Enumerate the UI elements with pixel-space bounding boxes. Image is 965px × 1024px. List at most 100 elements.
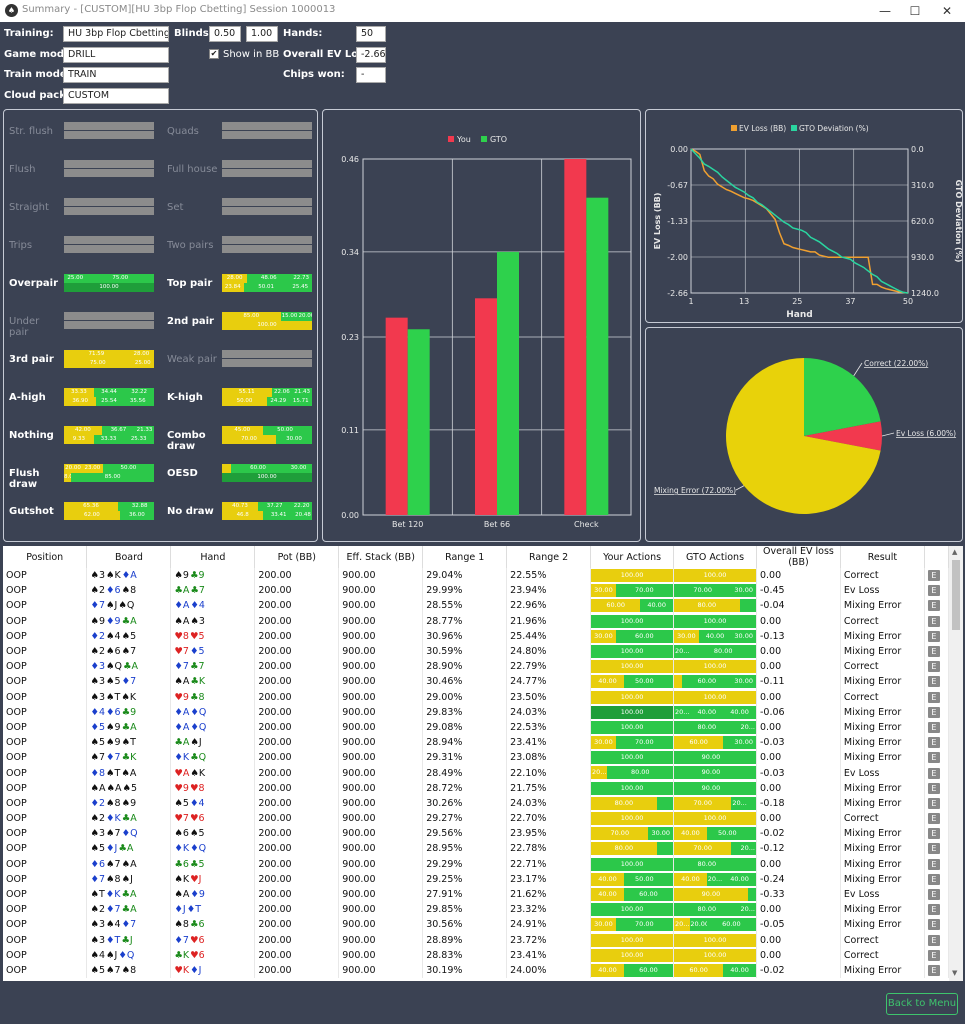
action-segment: 60.00 — [623, 887, 673, 901]
edit-hand-button[interactable]: E — [927, 813, 940, 825]
edit-hand-button[interactable]: E — [927, 889, 940, 901]
edit-hand-button[interactable]: E — [927, 858, 940, 870]
hand-cell: ♠A♠3 — [170, 613, 256, 629]
edit-hand-button[interactable]: E — [927, 828, 940, 840]
edit-hand-button[interactable]: E — [927, 919, 940, 931]
scroll-down-icon[interactable]: ▼ — [952, 969, 958, 977]
table-row[interactable]: OOP ♠3♠K♦A ♠9♣9 200.00 900.00 29.04% 22.55% 100… — [3, 568, 949, 584]
edit-hand-button[interactable]: E — [927, 873, 940, 885]
pot-cell: 200.00 — [254, 947, 340, 963]
edit-hand-button[interactable]: E — [927, 615, 940, 627]
action-segment — [747, 827, 756, 841]
table-scrollbar[interactable]: ▲ ▼ — [949, 546, 963, 981]
action-segment: 70.00 — [615, 736, 673, 750]
table-row[interactable]: OOP ♦7♠8♠J ♠K♥J 200.00 900.00 29.25% 23.17% 40.… — [3, 871, 949, 887]
column-header[interactable]: Pot (BB) — [254, 546, 340, 568]
table-row[interactable]: OOP ♠4♠J♦Q ♣K♥6 200.00 900.00 28.83% 23.41% 100… — [3, 947, 949, 963]
edit-hand-button[interactable]: E — [927, 934, 940, 946]
back-to-menu-button[interactable]: Back to Menu — [886, 993, 958, 1015]
table-row[interactable]: OOP ♦2♠4♠5 ♥8♥5 200.00 900.00 30.96% 25.44% 30.… — [3, 628, 949, 644]
range2-cell: 22.78% — [506, 841, 592, 857]
column-header[interactable]: Eff. Stack (BB) — [338, 546, 424, 568]
category-label: No draw — [167, 506, 214, 517]
edit-hand-button[interactable]: E — [927, 737, 940, 749]
range1-cell: 29.04% — [422, 568, 508, 584]
maximize-button[interactable]: ☐ — [909, 4, 921, 18]
range1-cell: 30.46% — [422, 674, 508, 690]
table-row[interactable]: OOP ♠A♠A♠5 ♥9♥8 200.00 900.00 28.72% 21.75% 100… — [3, 780, 949, 796]
table-row[interactable]: OOP ♦8♠T♠A ♥A♠K 200.00 900.00 28.49% 22.10% 20.… — [3, 765, 949, 781]
close-button[interactable]: ✕ — [941, 4, 953, 18]
y2-axis-label: GTO Deviation (%) — [954, 180, 962, 263]
edit-hand-button[interactable]: E — [927, 570, 940, 582]
edit-hand-button[interactable]: E — [927, 843, 940, 855]
column-header[interactable]: Hand — [170, 546, 256, 568]
edit-hand-button[interactable]: E — [927, 600, 940, 612]
table-row[interactable]: OOP ♠7♦7♣K ♦K♣Q 200.00 900.00 29.31% 23.08% 100… — [3, 750, 949, 766]
game-mode-field[interactable]: DRILL — [63, 47, 169, 63]
column-header[interactable]: Board — [86, 546, 172, 568]
small-blind-field[interactable]: 0.50 — [209, 26, 241, 42]
table-row[interactable]: OOP ♦6♠7♠A ♣6♣5 200.00 900.00 29.29% 22.71% 100… — [3, 856, 949, 872]
edit-hand-button[interactable]: E — [927, 767, 940, 779]
train-mode-field[interactable]: TRAIN — [63, 67, 169, 83]
edit-hand-button[interactable]: E — [927, 721, 940, 733]
table-row[interactable]: OOP ♠2♠6♠7 ♥7♦5 200.00 900.00 30.59% 24.80% 100… — [3, 643, 949, 660]
training-field[interactable]: HU 3bp Flop Cbetting — [63, 26, 169, 42]
table-row[interactable]: OOP ♠3♠4♦7 ♠8♣6 200.00 900.00 30.56% 24.91% 30.… — [3, 917, 949, 933]
edit-cell: E — [924, 826, 949, 842]
column-header[interactable]: Result — [840, 546, 925, 568]
table-row[interactable]: OOP ♠5♠9♠T ♣A♠J 200.00 900.00 28.94% 23.41% 30.… — [3, 735, 949, 751]
edit-hand-button[interactable]: E — [927, 752, 940, 764]
table-row[interactable]: OOP ♠2♦7♣A ♦J♦T 200.00 900.00 29.85% 23.32% 100… — [3, 902, 949, 918]
table-row[interactable]: OOP ♠5♦J♣A ♦K♦Q 200.00 900.00 28.95% 22.78% 80.… — [3, 841, 949, 857]
edit-cell: E — [924, 902, 949, 918]
column-header[interactable]: Range 2 — [506, 546, 592, 568]
edit-hand-button[interactable]: E — [927, 904, 940, 916]
column-header[interactable]: Range 1 — [422, 546, 508, 568]
table-row[interactable]: OOP ♠3♠7♦Q ♠6♠5 200.00 900.00 29.56% 23.95% 70.… — [3, 826, 949, 842]
column-header[interactable]: Your Actions — [590, 546, 675, 568]
table-row[interactable]: OOP ♠T♦K♣A ♠A♦9 200.00 900.00 27.91% 21.62% 40.… — [3, 886, 949, 903]
table-row[interactable]: OOP ♦7♠J♠Q ♦A♦4 200.00 900.00 28.55% 22.96% 60.… — [3, 598, 949, 614]
range1-cell: 29.00% — [422, 689, 508, 705]
column-header[interactable]: Position — [3, 546, 88, 568]
table-row[interactable]: OOP ♦3♠Q♣A ♦7♣7 200.00 900.00 28.90% 22.79% 100… — [3, 659, 949, 675]
edit-cell: E — [924, 704, 949, 720]
column-header[interactable] — [924, 546, 949, 568]
edit-hand-button[interactable]: E — [927, 691, 940, 703]
edit-hand-button[interactable]: E — [927, 706, 940, 718]
show-in-bb-checkbox[interactable]: ✔ — [209, 49, 219, 59]
table-row[interactable]: OOP ♠3♠T♠K ♥9♣8 200.00 900.00 29.00% 23.50% 100… — [3, 689, 949, 705]
pot-cell: 200.00 — [254, 826, 340, 842]
table-row[interactable]: OOP ♠3♦T♣J ♦7♥6 200.00 900.00 28.89% 23.72% 100… — [3, 932, 949, 948]
minimize-button[interactable]: — — [879, 4, 891, 18]
table-row[interactable]: OOP ♦5♠9♣A ♦A♦Q 200.00 900.00 29.08% 22.53% 100… — [3, 719, 949, 736]
range2-cell: 24.03% — [506, 704, 592, 720]
hands-field[interactable]: 50 — [356, 26, 386, 42]
table-row[interactable]: OOP ♠5♠7♠8 ♥K♦J 200.00 900.00 30.19% 24.00% 40.… — [3, 962, 949, 979]
scrollbar-thumb[interactable] — [952, 560, 960, 630]
edit-hand-button[interactable]: E — [927, 797, 940, 809]
range1-cell: 29.08% — [422, 719, 508, 736]
edit-hand-button[interactable]: E — [927, 676, 940, 688]
table-row[interactable]: OOP ♠3♠5♦7 ♠A♣K 200.00 900.00 30.46% 24.77% 40.… — [3, 674, 949, 690]
table-row[interactable]: OOP ♦4♦6♣9 ♦A♦Q 200.00 900.00 29.83% 24.03% 100… — [3, 704, 949, 720]
edit-hand-button[interactable]: E — [927, 782, 940, 794]
column-header[interactable]: Overall EV loss (BB) — [756, 546, 841, 568]
edit-hand-button[interactable]: E — [927, 585, 940, 597]
action-segment — [664, 872, 673, 886]
table-row[interactable]: OOP ♠2♦6♠8 ♣A♣7 200.00 900.00 29.99% 23.94% 30.… — [3, 583, 949, 599]
edit-hand-button[interactable]: E — [927, 949, 940, 961]
column-header[interactable]: GTO Actions — [673, 546, 757, 568]
scroll-up-icon[interactable]: ▲ — [952, 548, 958, 556]
edit-hand-button[interactable]: E — [927, 964, 940, 976]
edit-hand-button[interactable]: E — [927, 630, 940, 642]
table-row[interactable]: OOP ♠2♦K♣A ♥7♥6 200.00 900.00 29.27% 22.70% 100… — [3, 811, 949, 827]
table-row[interactable]: OOP ♦2♠8♠9 ♠5♦4 200.00 900.00 30.26% 24.03% 80.… — [3, 795, 949, 811]
table-row[interactable]: OOP ♠9♦9♣A ♠A♠3 200.00 900.00 28.77% 21.96% 100… — [3, 613, 949, 629]
cloud-pack-field[interactable]: CUSTOM — [63, 88, 169, 104]
big-blind-field[interactable]: 1.00 — [246, 26, 278, 42]
edit-hand-button[interactable]: E — [927, 661, 940, 673]
edit-hand-button[interactable]: E — [927, 646, 940, 658]
